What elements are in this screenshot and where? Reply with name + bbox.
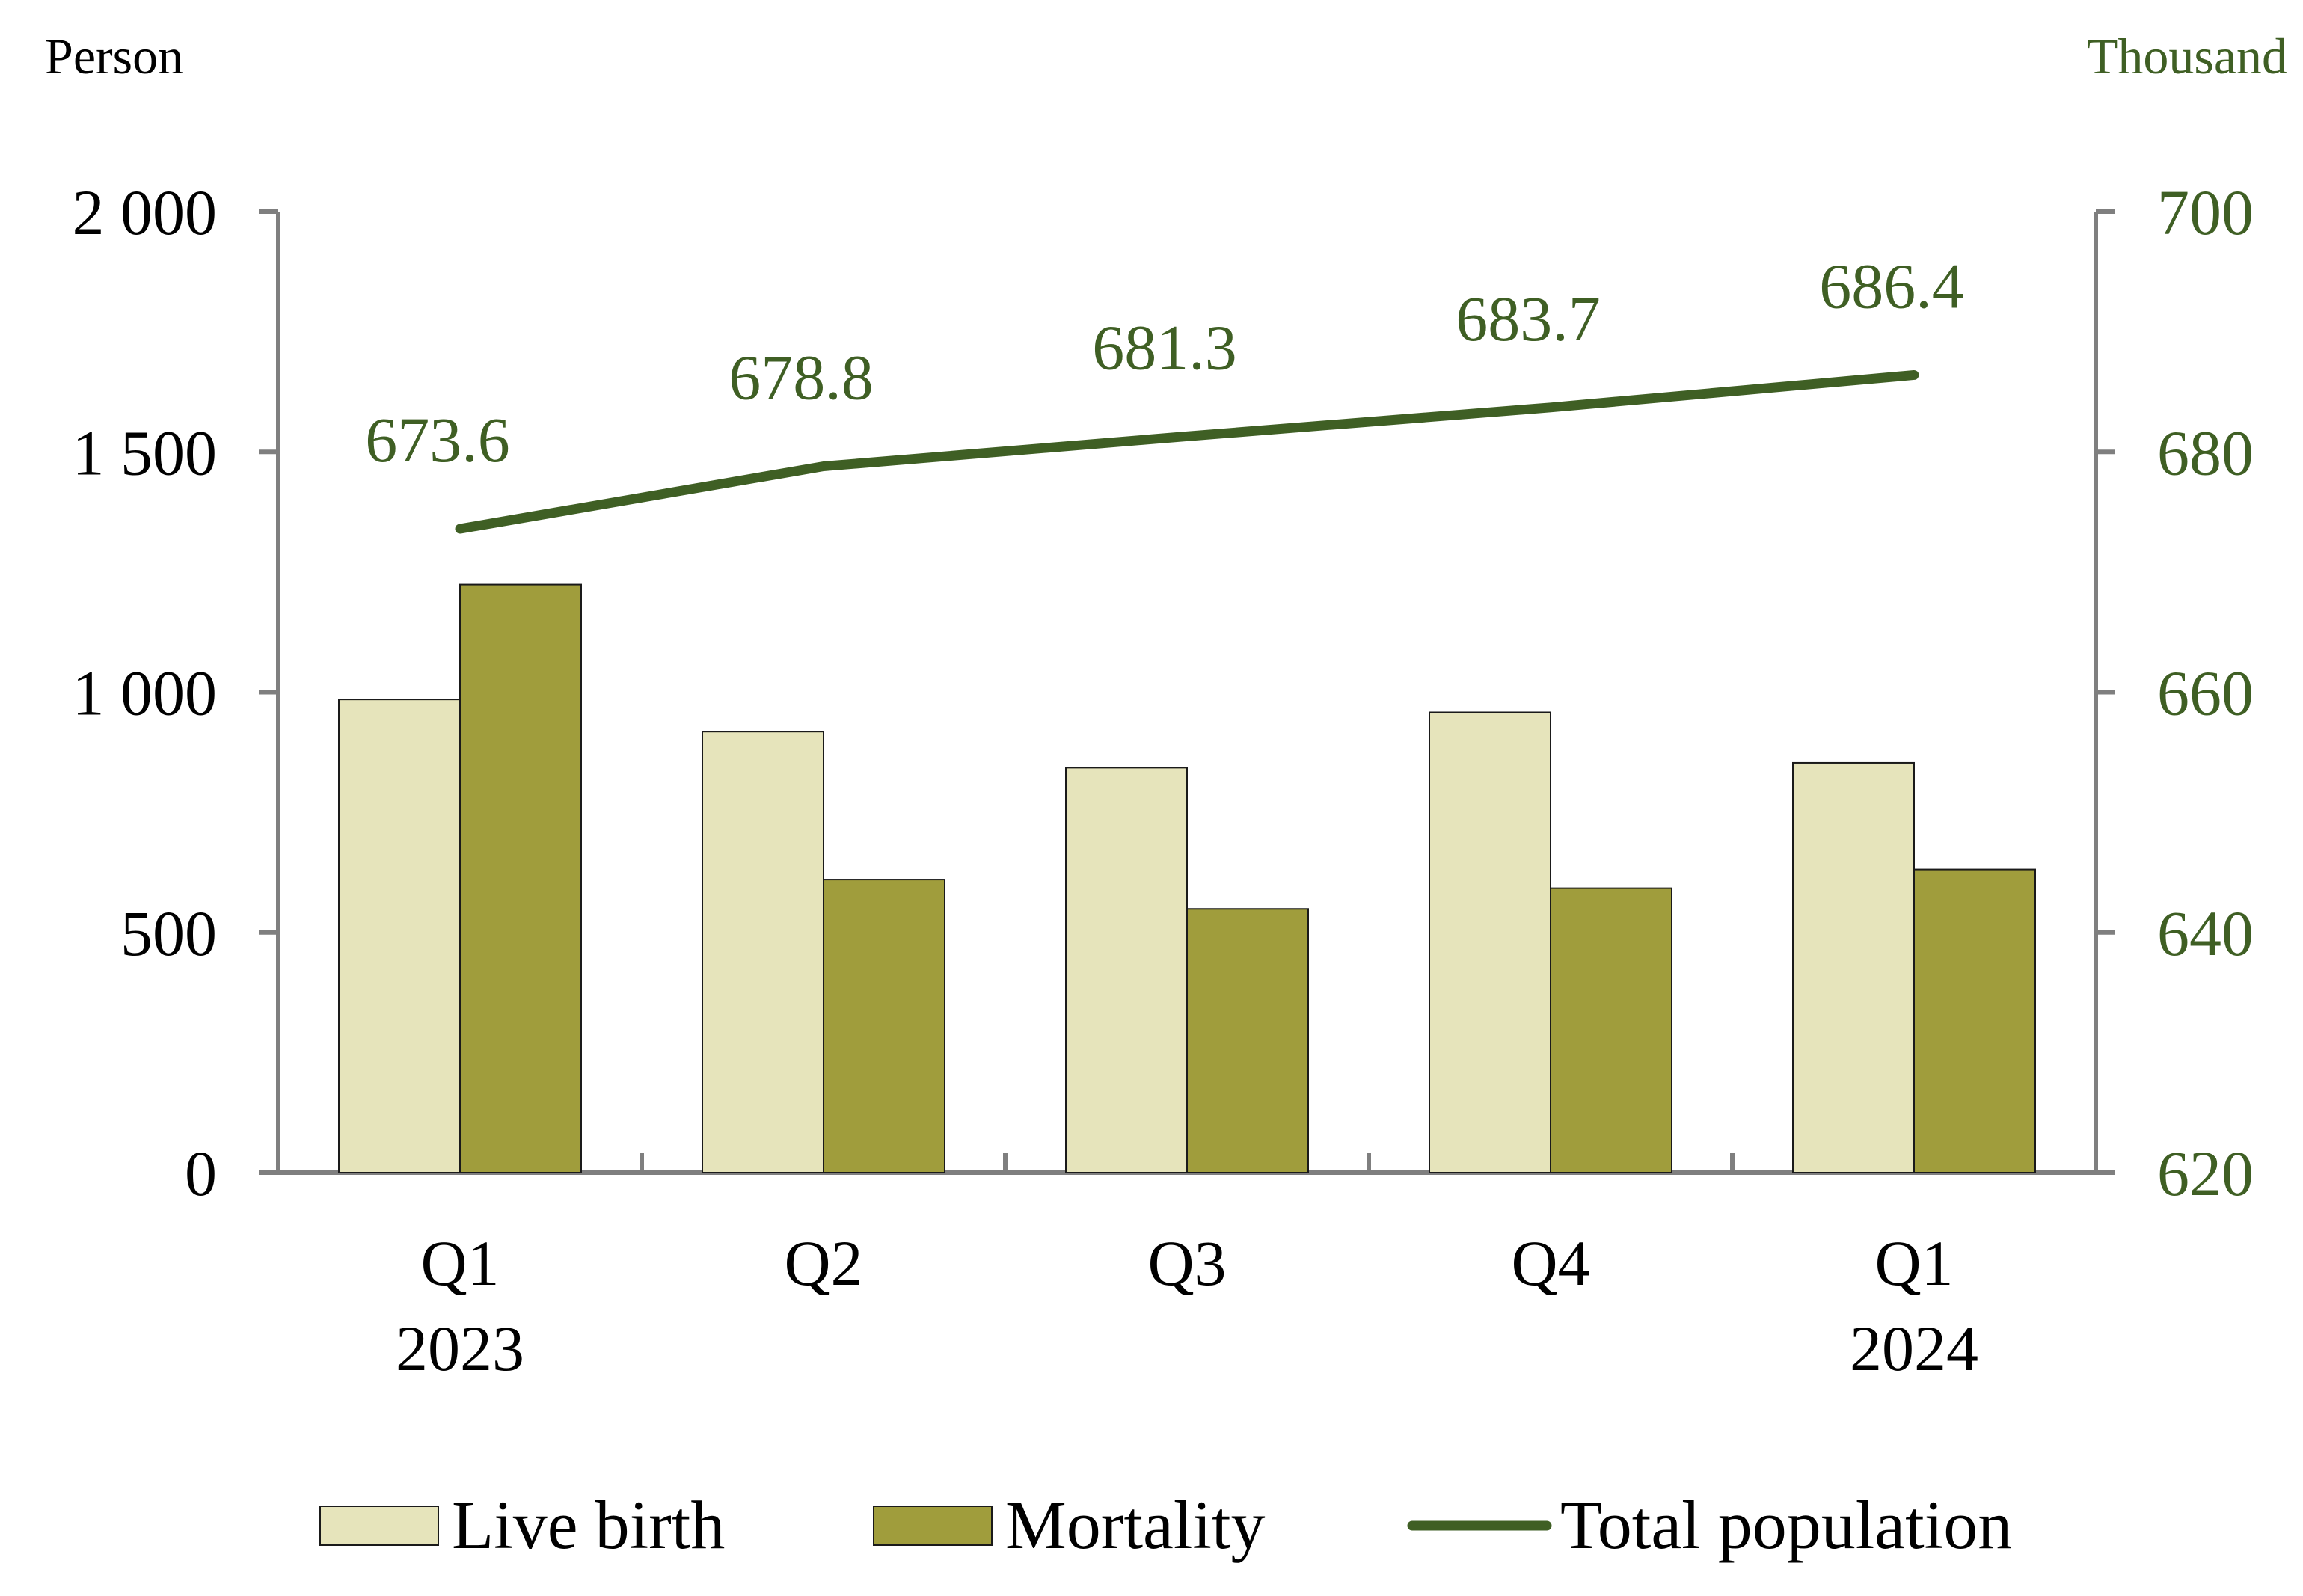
mortality-bar: [1913, 868, 2036, 1174]
right-tick-label: 680: [2157, 417, 2254, 488]
legend-label: Total population: [1560, 1487, 2012, 1563]
left-tick-label: 1 000: [73, 657, 218, 729]
legend-swatch-live-birth: [319, 1506, 439, 1546]
bars: [338, 583, 2036, 1174]
legend-swatch-mortality: [873, 1506, 993, 1546]
category-label-quarter: Q3: [1147, 1227, 1226, 1299]
live-birth-bar: [1429, 711, 1551, 1173]
left-tick-label: 1 500: [73, 417, 218, 488]
category-label-year: 2023: [396, 1313, 524, 1384]
population-data-label: 673.6: [365, 404, 510, 476]
legend-label: Live birth: [452, 1487, 725, 1563]
category-label-quarter: Q2: [784, 1227, 862, 1299]
right-tick-label: 660: [2157, 657, 2254, 729]
tick-labels: 0 500 1 000 1 500 2 000 620 640 660 680 700 Q1 2023…: [73, 177, 2254, 1384]
legend-label: Mortality: [1005, 1487, 1266, 1563]
category-label-quarter: Q1: [1874, 1227, 1953, 1299]
category-label-quarter: Q4: [1511, 1227, 1589, 1299]
right-axis-unit: Thousand: [2087, 28, 2287, 85]
population-data-label: 686.4: [1819, 250, 1964, 322]
right-tick-label: 620: [2157, 1138, 2254, 1209]
live-birth-bar: [702, 731, 824, 1173]
population-line: 673.6 678.8 681.3 683.7 686.4: [365, 250, 1964, 534]
left-tick-label: 500: [120, 897, 217, 969]
live-birth-bar: [338, 699, 461, 1173]
mortality-bar: [1550, 887, 1672, 1173]
total-population-line: [455, 369, 1919, 534]
live-birth-bar: [1065, 767, 1188, 1174]
category-label-quarter: Q1: [420, 1227, 499, 1299]
left-tick-label: 2 000: [73, 177, 218, 248]
mortality-bar: [823, 879, 945, 1173]
population-data-label: 681.3: [1092, 311, 1237, 383]
category-label-year: 2024: [1850, 1313, 1978, 1384]
right-tick-label: 640: [2157, 897, 2254, 969]
right-tick-label: 700: [2157, 177, 2254, 248]
left-axis-unit: Person: [45, 28, 183, 85]
mortality-bar: [459, 583, 582, 1173]
left-tick-label: 0: [185, 1138, 217, 1209]
legend: Live birth Mortality Total population: [319, 1487, 2012, 1563]
population-data-label: 683.7: [1456, 283, 1601, 355]
mortality-bar: [1186, 908, 1309, 1173]
population-data-label: 678.8: [729, 342, 874, 414]
live-birth-bar: [1792, 761, 1915, 1173]
